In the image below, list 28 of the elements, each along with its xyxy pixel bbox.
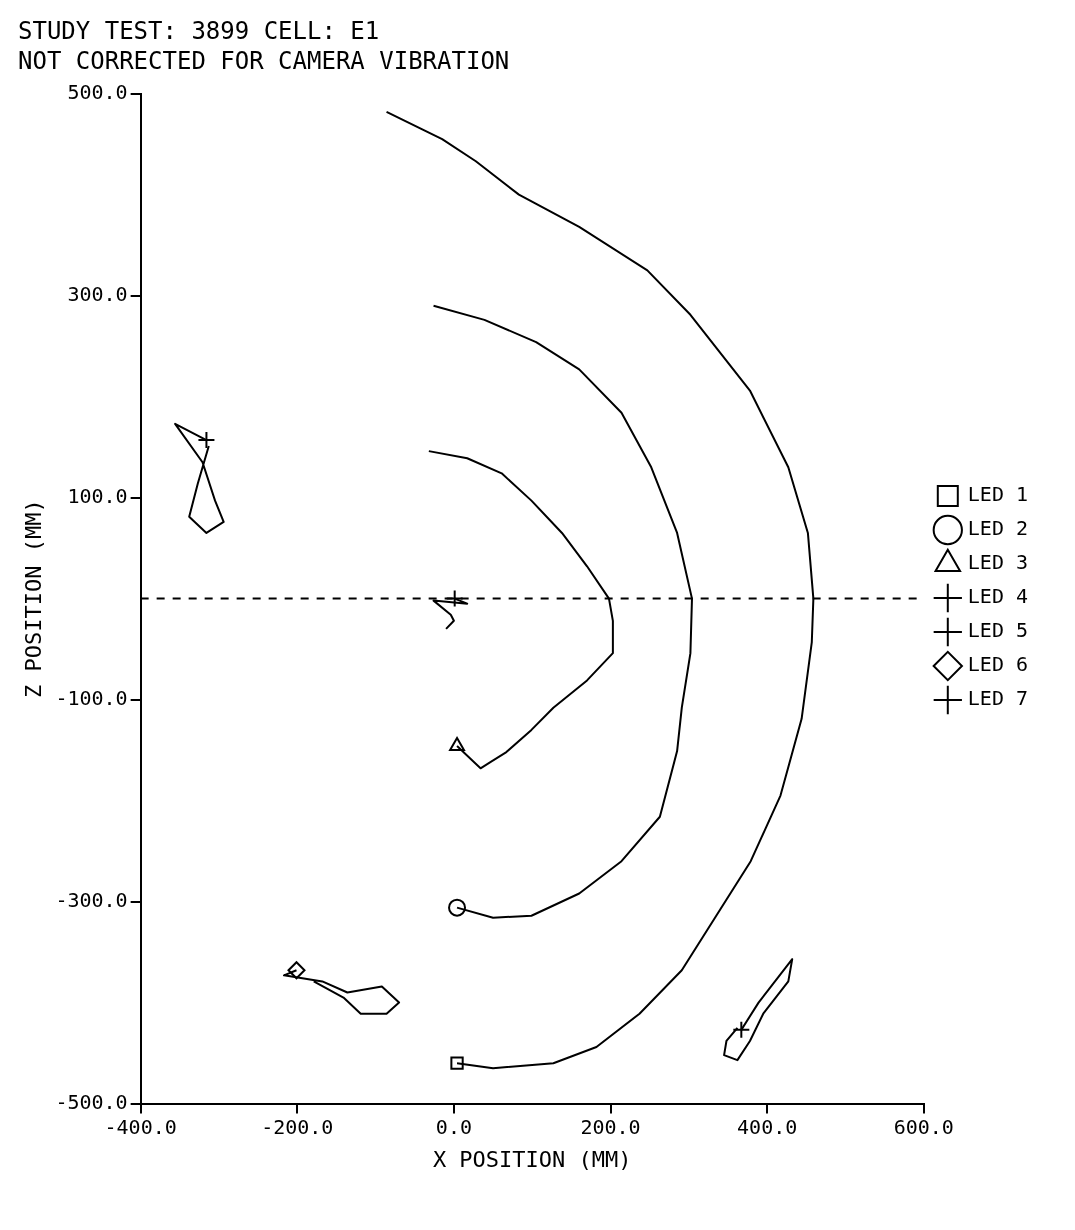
x-tick-label: 400.0 [737,1114,798,1139]
legend-label: LED 3 [967,550,1029,575]
y-axis-title: Z POSITION (MM) [20,499,46,698]
y-tick-label: -300.0 [55,887,128,912]
legend-label: LED 6 [967,652,1029,677]
legend-label: LED 1 [967,482,1029,507]
chart-subtitle: NOT CORRECTED FOR CAMERA VIBRATION [18,47,510,76]
x-tick-label: 600.0 [893,1114,954,1139]
point [287,961,306,980]
point [448,898,467,917]
point [732,1020,751,1039]
x-tick-label: -400.0 [104,1114,177,1139]
x-tick-label: 0.0 [435,1114,472,1139]
y-tick-label: 300.0 [67,281,128,306]
y-tick-label: -500.0 [55,1089,128,1114]
y-tick-label: 500.0 [67,79,128,104]
legend-label: LED 2 [967,516,1029,541]
point [450,1056,464,1070]
y-tick-label: 100.0 [67,483,128,508]
legend-label: LED 5 [967,618,1029,643]
x-tick-label: -200.0 [261,1114,334,1139]
legend-label: LED 7 [967,686,1029,711]
x-axis-title: X POSITION (MM) [432,1146,632,1172]
point [449,737,465,752]
legend-label: LED 4 [967,584,1029,609]
x-tick-label: 200.0 [580,1114,641,1139]
chart-title: STUDY TEST: 3899 CELL: E1 [18,16,380,45]
y-tick-label: -100.0 [55,685,128,710]
